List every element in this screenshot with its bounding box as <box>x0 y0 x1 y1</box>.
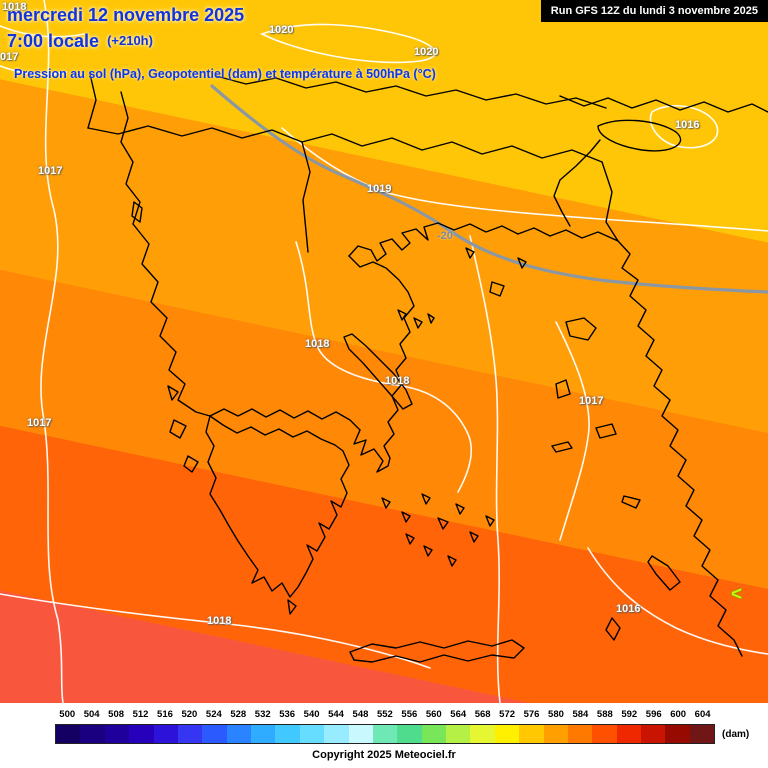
legend-swatch <box>226 725 251 743</box>
isobar-label-layer: 1018 017 1020 1020 1016 1017 1019 -20 1018 1018 10… <box>0 1 743 627</box>
legend-value: 548 <box>352 709 369 720</box>
legend-value: 580 <box>548 709 564 720</box>
legend-unit: (dam) <box>722 729 750 740</box>
legend-value: 516 <box>157 709 173 720</box>
isobar-label: 1020 <box>414 46 439 58</box>
forecast-time: 7:00 locale (+210h) <box>7 31 153 52</box>
legend-swatch <box>397 725 422 743</box>
isobar-label: 1018 <box>385 375 410 387</box>
legend-value: 584 <box>572 709 589 720</box>
legend-swatch <box>104 725 130 743</box>
wind-marker-icon: < <box>731 584 743 605</box>
legend-swatch <box>421 725 446 743</box>
weather-map: 1018 017 1020 1020 1016 1017 1019 -20 1018 1018 10… <box>0 0 768 703</box>
legend-value: 588 <box>596 709 613 720</box>
legend-swatch <box>519 725 544 743</box>
isobar-label: 1018 <box>2 1 27 13</box>
isobar-label: 1017 <box>579 395 604 407</box>
legend-value: 552 <box>376 709 393 720</box>
legend-swatch <box>80 725 105 743</box>
legend-swatch <box>689 725 715 743</box>
legend-swatch <box>567 725 593 743</box>
map-canvas <box>0 0 768 703</box>
legend-swatch <box>592 725 617 743</box>
isobar-label: 1016 <box>616 603 641 615</box>
legend-value: 536 <box>279 709 296 720</box>
geopotential-label: -20 <box>437 230 453 242</box>
legend-value: 572 <box>499 709 516 720</box>
isobar-lines <box>0 0 768 703</box>
map-subtitle: Pression au sol (hPa), Geopotentiel (dam… <box>14 67 436 81</box>
forecast-date: mercredi 12 novembre 2025 <box>7 5 245 25</box>
legend-value: 520 <box>181 709 198 720</box>
legend-color-bar <box>55 724 715 744</box>
legend-swatch <box>470 725 495 743</box>
legend-swatch <box>129 725 154 743</box>
legend-value: 564 <box>450 709 467 720</box>
legend-value: 508 <box>108 709 125 720</box>
legend-swatch <box>665 725 690 743</box>
isobar-label: 1020 <box>269 24 294 36</box>
legend-values-row: 500 504 508 512 516 520 524 528 532 536 540 544 548 5… <box>55 709 715 720</box>
legend-swatch <box>372 725 398 743</box>
legend-value: 604 <box>694 709 711 720</box>
legend-value: 544 <box>328 709 344 720</box>
legend-swatch <box>616 725 641 743</box>
legend-swatch <box>153 725 178 743</box>
isobar-label: 1019 <box>367 183 392 195</box>
legend-value: 568 <box>474 709 491 720</box>
legend-value: 532 <box>254 709 271 720</box>
forecast-offset: (+210h) <box>107 33 153 48</box>
legend-swatch <box>251 725 276 743</box>
legend-swatch <box>56 725 81 743</box>
legend-value: 504 <box>83 709 100 720</box>
legend-swatch <box>177 725 203 743</box>
geopotential-line <box>210 84 768 294</box>
legend-swatch <box>494 725 520 743</box>
legend-value: 528 <box>230 709 247 720</box>
legend-swatch <box>641 725 666 743</box>
isobar-label: 017 <box>0 51 19 63</box>
legend-value: 512 <box>132 709 149 720</box>
legend-value: 596 <box>645 709 662 720</box>
legend-swatch <box>446 725 471 743</box>
color-scale-legend: 500 504 508 512 516 520 524 528 532 536 540 544 548 5… <box>0 703 768 768</box>
isobar-label: 1017 <box>27 417 52 429</box>
copyright-text: Copyright 2025 Meteociel.fr <box>312 749 456 761</box>
legend-swatch <box>299 725 325 743</box>
legend-swatch <box>348 725 373 743</box>
coastlines <box>87 73 768 663</box>
legend-swatch <box>202 725 227 743</box>
model-run-info: Run GFS 12Z du lundi 3 novembre 2025 <box>540 0 768 22</box>
legend-swatch <box>543 725 568 743</box>
legend-value: 560 <box>425 709 442 720</box>
legend-value: 600 <box>670 709 687 720</box>
legend-swatch <box>275 725 300 743</box>
isobar-label: 1018 <box>207 615 232 627</box>
legend-swatch <box>324 725 349 743</box>
isobar-label: 1018 <box>305 338 330 350</box>
legend-value: 500 <box>59 709 76 720</box>
legend-value: 540 <box>303 709 320 720</box>
legend-value: 592 <box>621 709 638 720</box>
local-time: 7:00 locale <box>7 31 100 51</box>
legend-value: 576 <box>523 709 540 720</box>
isobar-label: 1016 <box>675 119 700 131</box>
legend-value: 524 <box>205 709 222 720</box>
isobar-label: 1017 <box>38 165 63 177</box>
legend-value: 556 <box>401 709 418 720</box>
